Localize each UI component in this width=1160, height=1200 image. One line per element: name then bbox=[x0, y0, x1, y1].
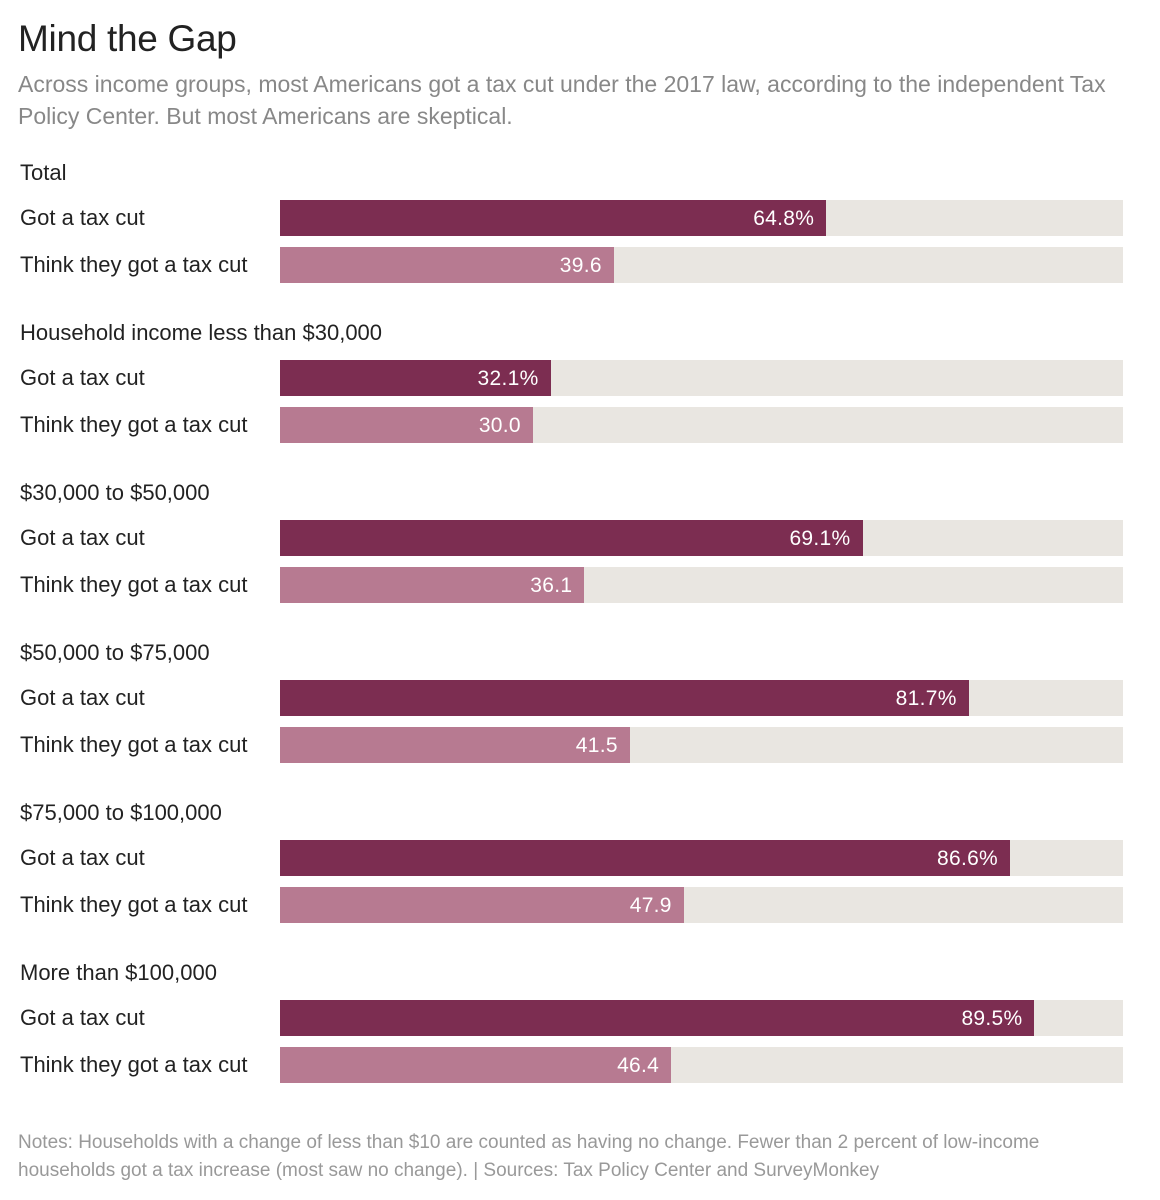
chart-title: Mind the Gap bbox=[18, 18, 237, 59]
row-label: Think they got a tax cut bbox=[20, 252, 248, 277]
data-label: 32.1% bbox=[477, 367, 539, 390]
group-label: $50,000 to $75,000 bbox=[20, 640, 210, 665]
bar-track: 32.1% bbox=[280, 360, 1123, 396]
data-label: 46.4 bbox=[617, 1054, 660, 1077]
data-label: 39.6 bbox=[559, 254, 602, 277]
bar-track: 39.6 bbox=[280, 247, 1123, 283]
data-label: 86.6% bbox=[936, 847, 999, 870]
row-label: Think they got a tax cut bbox=[20, 412, 248, 437]
row-label: Got a tax cut bbox=[20, 365, 145, 390]
bar-track: 36.1 bbox=[280, 567, 1123, 603]
row-label: Got a tax cut bbox=[20, 845, 145, 870]
row-label: Got a tax cut bbox=[20, 525, 145, 550]
row-label: Think they got a tax cut bbox=[20, 732, 248, 757]
bar-track: 86.6% bbox=[280, 840, 1123, 876]
bar-got-tax-cut: 69.1% bbox=[280, 520, 863, 556]
group-label: More than $100,000 bbox=[20, 960, 217, 985]
bar-track: 64.8% bbox=[280, 200, 1123, 236]
bar-think-tax-cut: 30.0 bbox=[280, 407, 533, 443]
data-label: 81.7% bbox=[895, 687, 957, 710]
bar-track: 47.9 bbox=[280, 887, 1123, 923]
group-label: $75,000 to $100,000 bbox=[20, 800, 222, 825]
bar-think-tax-cut: 47.9 bbox=[280, 887, 684, 923]
bar-got-tax-cut: 81.7% bbox=[280, 680, 969, 716]
row-label: Think they got a tax cut bbox=[20, 1052, 248, 1077]
chart-subtitle: Across income groups, most Americans got… bbox=[18, 71, 1106, 129]
row-label: Think they got a tax cut bbox=[20, 572, 248, 597]
row-label: Think they got a tax cut bbox=[20, 892, 248, 917]
data-label: 47.9 bbox=[629, 894, 672, 917]
data-label: 69.1% bbox=[789, 527, 851, 550]
chart-notes: Notes: Households with a change of less … bbox=[18, 1132, 1040, 1181]
data-label: 89.5% bbox=[961, 1007, 1023, 1030]
group-label: Total bbox=[20, 160, 67, 185]
bar-got-tax-cut: 86.6% bbox=[280, 840, 1011, 876]
row-label: Got a tax cut bbox=[20, 1005, 145, 1030]
data-label: 36.1 bbox=[530, 574, 573, 597]
bar-track: 30.0 bbox=[280, 407, 1123, 443]
bar-got-tax-cut: 89.5% bbox=[280, 1000, 1035, 1036]
bar-track: 46.4 bbox=[280, 1047, 1123, 1083]
row-label: Got a tax cut bbox=[20, 205, 145, 230]
bar-track: 89.5% bbox=[280, 1000, 1123, 1036]
bar-think-tax-cut: 36.1 bbox=[280, 567, 585, 603]
group-label: Household income less than $30,000 bbox=[20, 320, 383, 345]
bar-track: 41.5 bbox=[280, 727, 1123, 763]
data-label: 64.8% bbox=[753, 207, 815, 230]
bar-got-tax-cut: 64.8% bbox=[280, 200, 827, 236]
bar-track: 69.1% bbox=[280, 520, 1123, 556]
row-label: Got a tax cut bbox=[20, 685, 145, 710]
bar-got-tax-cut: 32.1% bbox=[280, 360, 551, 396]
bar-think-tax-cut: 41.5 bbox=[280, 727, 630, 763]
data-label: 30.0 bbox=[478, 414, 521, 437]
bar-think-tax-cut: 39.6 bbox=[280, 247, 614, 283]
bar-track: 81.7% bbox=[280, 680, 1123, 716]
group-label: $30,000 to $50,000 bbox=[20, 480, 210, 505]
data-label: 41.5 bbox=[575, 734, 618, 757]
bar-think-tax-cut: 46.4 bbox=[280, 1047, 672, 1083]
